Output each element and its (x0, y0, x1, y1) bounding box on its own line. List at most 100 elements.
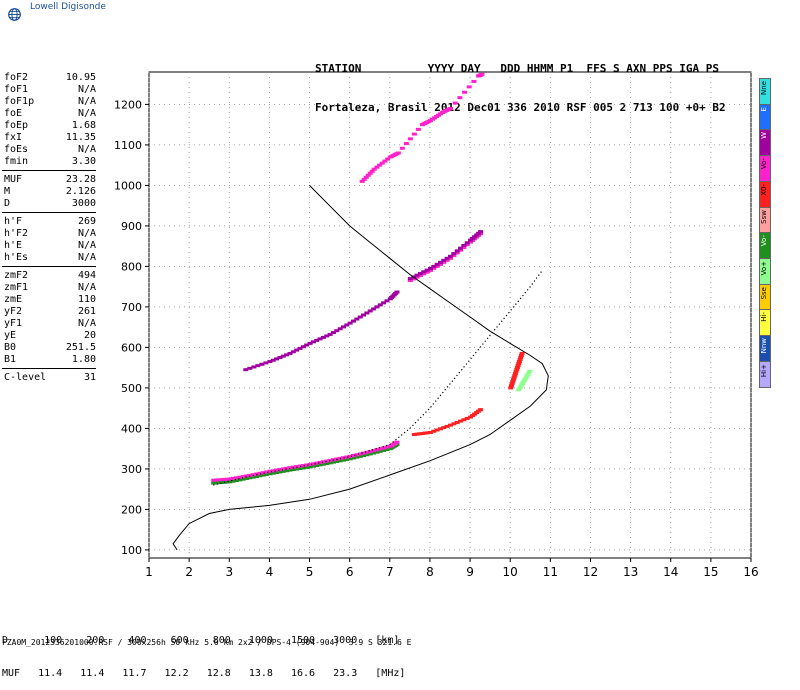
echo-point (257, 474, 263, 478)
echo-point (314, 338, 320, 342)
echo-point (411, 132, 417, 136)
legend-label: Ssw (760, 209, 768, 224)
echo-point (284, 353, 290, 357)
echo-point (367, 309, 373, 313)
param-row: yF2 261 (2, 306, 96, 318)
echo-point (280, 354, 286, 358)
param-row: fxI 11.35 (2, 132, 96, 144)
echo-point (304, 463, 310, 467)
echo-point (394, 290, 400, 294)
echo-point (377, 163, 383, 167)
echo-point (474, 233, 480, 237)
echo-point (508, 384, 514, 388)
echo-point (267, 469, 273, 473)
echo-point (251, 365, 257, 369)
echo-point (250, 475, 256, 479)
echo-point (337, 459, 343, 463)
echo-point (427, 430, 433, 434)
echo-point (340, 458, 346, 462)
echo-point (237, 478, 243, 482)
echo-point (280, 467, 286, 471)
echo-point (444, 256, 450, 260)
legend-item: X0- (759, 180, 771, 208)
x-tick-label: 4 (266, 565, 274, 579)
legend-item: Nnw (759, 335, 771, 362)
echo-point (367, 452, 373, 456)
echo-point (431, 264, 437, 268)
echo-point (478, 408, 484, 412)
echo-point (451, 252, 457, 256)
echo-point (307, 465, 313, 469)
echo-point (421, 272, 427, 276)
echo-point (414, 273, 420, 277)
echo-point (441, 260, 447, 264)
echo-point (464, 416, 470, 420)
echo-point (363, 175, 369, 179)
echo-point (351, 454, 357, 458)
echo-point (221, 477, 227, 481)
param-key: foF1 (4, 84, 29, 95)
echo-point (472, 235, 478, 239)
echo-point (287, 466, 293, 470)
echo-point (448, 106, 453, 110)
param-value: 1.68 (71, 120, 96, 131)
echo-point (367, 449, 373, 453)
echo-point (394, 443, 400, 447)
x-tick-label: 12 (583, 565, 598, 579)
echo-point (274, 357, 280, 361)
echo-point (270, 469, 276, 473)
param-row: h'Es N/A (2, 252, 96, 264)
echo-point (290, 468, 296, 472)
echo-point (425, 431, 431, 435)
param-key: zmF2 (4, 270, 29, 281)
y-tick-label: 500 (121, 382, 142, 395)
echo-point (417, 274, 423, 278)
x-tick-label: 16 (743, 565, 758, 579)
echo-point (240, 475, 246, 479)
param-row: B0 251.5 (2, 342, 96, 354)
echo-point (419, 431, 425, 435)
echo-point (219, 478, 225, 482)
y-tick-label: 900 (121, 220, 142, 233)
echo-point (354, 453, 360, 457)
x-tick-label: 5 (306, 565, 314, 579)
param-key: fmin (4, 156, 29, 167)
echo-point (451, 422, 457, 426)
echo-point (367, 171, 373, 175)
echo-point (259, 362, 265, 366)
echo-point (304, 343, 310, 347)
echo-point (508, 386, 514, 390)
echo-point (461, 418, 467, 422)
param-key: fxI (4, 132, 23, 143)
echo-point (524, 374, 530, 378)
plot-frame (148, 71, 752, 559)
echo-point (457, 96, 463, 100)
echo-point (340, 325, 346, 329)
echo-point (434, 428, 440, 432)
echo-point (479, 72, 485, 76)
param-value: 20 (83, 330, 96, 341)
x-tick-label: 3 (225, 565, 233, 579)
param-value: 251.5 (65, 342, 96, 353)
echo-point (521, 379, 527, 383)
echo-point (230, 479, 236, 483)
echo-point (255, 364, 261, 368)
echo-point (444, 424, 450, 428)
param-value: N/A (77, 84, 96, 95)
param-value: 261 (77, 306, 96, 317)
echo-point (240, 477, 246, 481)
param-separator (2, 368, 96, 369)
echo-point (427, 268, 433, 272)
param-value: N/A (77, 108, 96, 119)
echo-point (263, 361, 269, 365)
echo-point (297, 346, 303, 350)
echo-point (324, 459, 330, 463)
param-row: foE N/A (2, 108, 96, 120)
echo-point (307, 341, 313, 345)
echo-point (374, 450, 380, 454)
param-row: zmE 110 (2, 294, 96, 306)
echo-point (344, 323, 350, 327)
echo-point (374, 305, 380, 309)
param-row: h'E N/A (2, 240, 96, 252)
param-separator (2, 266, 96, 267)
